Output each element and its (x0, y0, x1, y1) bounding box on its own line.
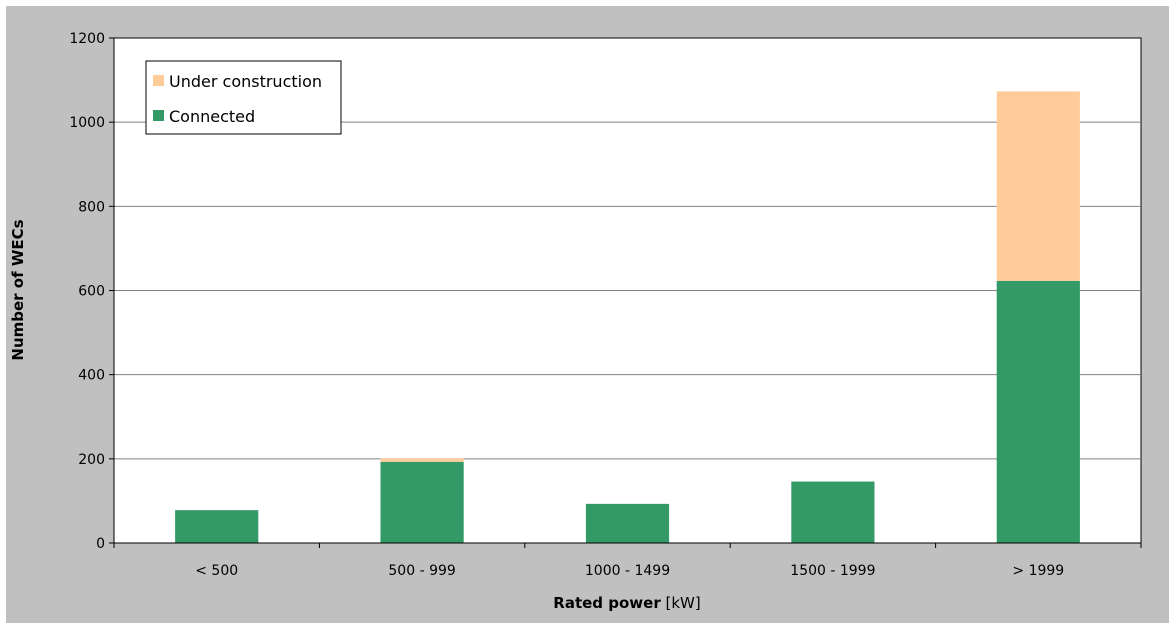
bar-connected (791, 481, 875, 543)
x-tick-label: < 500 (195, 563, 238, 579)
x-tick-label: 500 - 999 (388, 563, 455, 579)
bar-connected (380, 461, 464, 543)
y-tick-label: 800 (78, 199, 105, 215)
x-axis-title-main: Rated power (553, 594, 661, 612)
x-tick-label: 1000 - 1499 (585, 563, 670, 579)
legend: Under construction Connected (145, 60, 342, 135)
bars (175, 91, 1080, 543)
y-tick-label: 1000 (69, 115, 105, 131)
legend-swatch-connected (153, 110, 164, 121)
bar-under-construction (996, 91, 1080, 281)
y-tick-label: 0 (96, 536, 105, 552)
y-tick-labels: 0 200 400 600 800 1000 1200 (69, 31, 114, 552)
bar-connected (585, 503, 670, 543)
legend-label-under-construction: Under construction (169, 72, 322, 91)
y-tick-label: 1200 (69, 31, 105, 47)
legend-label-connected: Connected (169, 107, 255, 126)
legend-box (145, 60, 342, 135)
bar-chart: 0 200 400 600 800 1000 1200 < 500 500 - 999 1000… (9, 31, 1142, 612)
x-tick-labels: < 500 500 - 999 1000 - 1499 1500 - 1999 > 19… (113, 543, 1142, 579)
bar-connected (175, 510, 259, 543)
legend-swatch-under-construction (153, 75, 164, 86)
x-tick-label: > 1999 (1012, 563, 1064, 579)
y-tick-label: 400 (78, 368, 105, 384)
x-axis-title: Rated power [kW] (553, 594, 700, 612)
x-axis-title-unit: [kW] (661, 594, 701, 612)
y-axis-title: Number of WECs (9, 219, 27, 360)
x-tick-label: 1500 - 1999 (790, 563, 875, 579)
bar-under-construction (380, 458, 464, 462)
chart-frame: 0 200 400 600 800 1000 1200 < 500 500 - 999 1000… (6, 6, 1169, 623)
bar-connected (996, 280, 1080, 543)
y-tick-label: 600 (78, 284, 105, 300)
y-tick-label: 200 (78, 452, 105, 468)
